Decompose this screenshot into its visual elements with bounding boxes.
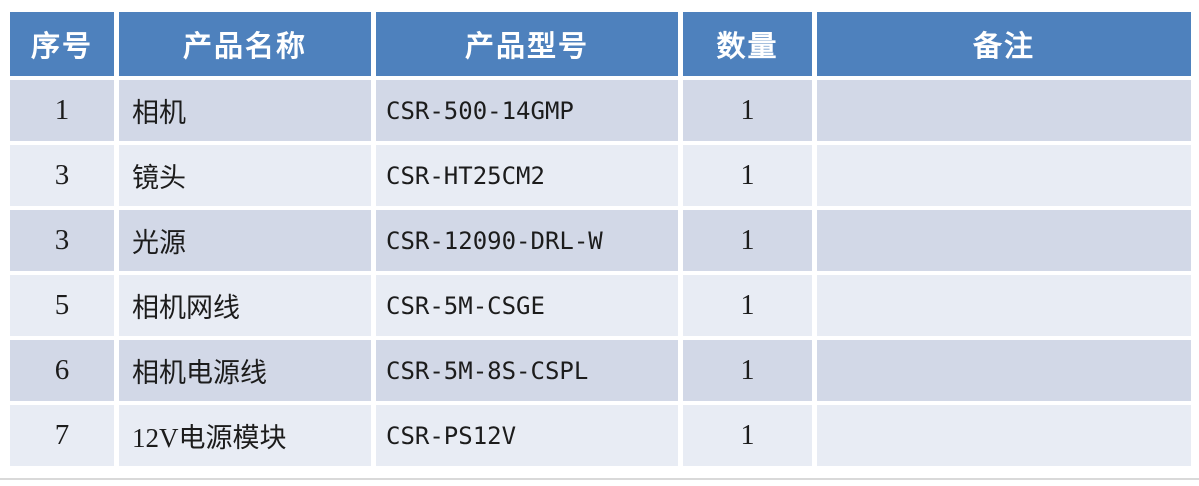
cell-model: CSR-12090-DRL-W — [376, 210, 678, 271]
cell-name: 光源 — [119, 210, 371, 271]
cell-remark — [817, 340, 1191, 401]
cell-remark — [817, 275, 1191, 336]
cell-index: 5 — [10, 275, 114, 336]
product-table: 序号 产品名称 产品型号 数量 备注 1 相机 CSR-500-14GMP 1 3 镜头 C… — [5, 8, 1196, 470]
column-header-name: 产品名称 — [119, 12, 371, 76]
cell-index: 3 — [10, 145, 114, 206]
cell-name: 12V电源模块 — [119, 405, 371, 466]
table-row: 3 光源 CSR-12090-DRL-W 1 — [10, 210, 1191, 271]
column-header-remark: 备注 — [817, 12, 1191, 76]
cell-index: 3 — [10, 210, 114, 271]
cell-name: 镜头 — [119, 145, 371, 206]
bottom-divider — [0, 478, 1199, 480]
cell-qty: 1 — [683, 210, 812, 271]
cell-index: 1 — [10, 80, 114, 141]
cell-name: 相机电源线 — [119, 340, 371, 401]
cell-index: 6 — [10, 340, 114, 401]
column-header-model: 产品型号 — [376, 12, 678, 76]
header-row: 序号 产品名称 产品型号 数量 备注 — [10, 12, 1191, 76]
cell-qty: 1 — [683, 80, 812, 141]
cell-remark — [817, 80, 1191, 141]
cell-model: CSR-500-14GMP — [376, 80, 678, 141]
cell-remark — [817, 405, 1191, 466]
column-header-qty: 数量 — [683, 12, 812, 76]
cell-qty: 1 — [683, 405, 812, 466]
cell-qty: 1 — [683, 145, 812, 206]
table-row: 5 相机网线 CSR-5M-CSGE 1 — [10, 275, 1191, 336]
table-row: 6 相机电源线 CSR-5M-8S-CSPL 1 — [10, 340, 1191, 401]
table-row: 1 相机 CSR-500-14GMP 1 — [10, 80, 1191, 141]
cell-model: CSR-5M-CSGE — [376, 275, 678, 336]
table-row: 7 12V电源模块 CSR-PS12V 1 — [10, 405, 1191, 466]
cell-qty: 1 — [683, 275, 812, 336]
cell-name: 相机网线 — [119, 275, 371, 336]
cell-model: CSR-HT25CM2 — [376, 145, 678, 206]
cell-model: CSR-PS12V — [376, 405, 678, 466]
cell-qty: 1 — [683, 340, 812, 401]
cell-name: 相机 — [119, 80, 371, 141]
table-row: 3 镜头 CSR-HT25CM2 1 — [10, 145, 1191, 206]
cell-model: CSR-5M-8S-CSPL — [376, 340, 678, 401]
cell-remark — [817, 145, 1191, 206]
cell-index: 7 — [10, 405, 114, 466]
column-header-index: 序号 — [10, 12, 114, 76]
cell-remark — [817, 210, 1191, 271]
